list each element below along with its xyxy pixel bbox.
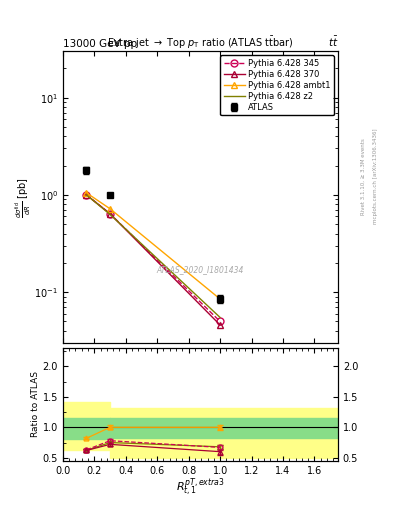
Pythia 6.428 345 <box>218 318 222 325</box>
Line: Pythia 6.428 z2: Pythia 6.428 z2 <box>86 195 220 317</box>
X-axis label: $R_{t,1}^{pT,extra3}$: $R_{t,1}^{pT,extra3}$ <box>176 477 225 499</box>
Pythia 6.428 370 <box>108 210 112 217</box>
Line: Pythia 6.428 345: Pythia 6.428 345 <box>83 191 224 325</box>
Pythia 6.428 z2 <box>108 211 112 218</box>
Text: Rivet 3.1.10, ≥ 3.3M events: Rivet 3.1.10, ≥ 3.3M events <box>361 138 366 215</box>
Pythia 6.428 370 <box>218 322 222 328</box>
Pythia 6.428 z2 <box>218 314 222 321</box>
Text: ATLAS_2020_I1801434: ATLAS_2020_I1801434 <box>157 266 244 274</box>
Pythia 6.428 345 <box>84 192 89 198</box>
Text: $t\bar{t}$: $t\bar{t}$ <box>327 34 338 49</box>
Pythia 6.428 345 <box>108 210 112 217</box>
Pythia 6.428 ambt1 <box>218 296 222 302</box>
Text: mcplots.cern.ch [arXiv:1306.3436]: mcplots.cern.ch [arXiv:1306.3436] <box>373 129 378 224</box>
Pythia 6.428 ambt1 <box>84 190 89 196</box>
Y-axis label: $\frac{d\sigma^{\rm fid}}{dR}$ [pb]: $\frac{d\sigma^{\rm fid}}{dR}$ [pb] <box>13 177 33 218</box>
Line: Pythia 6.428 ambt1: Pythia 6.428 ambt1 <box>83 189 224 303</box>
Text: 13000 GeV pp: 13000 GeV pp <box>63 38 137 49</box>
Pythia 6.428 370 <box>84 192 89 198</box>
Title: Extra jet $\rightarrow$ Top $p_{\rm T}$ ratio (ATLAS t$\bar{\rm t}$bar): Extra jet $\rightarrow$ Top $p_{\rm T}$ … <box>107 35 294 51</box>
Legend: Pythia 6.428 345, Pythia 6.428 370, Pythia 6.428 ambt1, Pythia 6.428 z2, ATLAS: Pythia 6.428 345, Pythia 6.428 370, Pyth… <box>220 55 334 115</box>
Y-axis label: Ratio to ATLAS: Ratio to ATLAS <box>31 372 40 437</box>
Pythia 6.428 z2 <box>84 192 89 198</box>
Line: Pythia 6.428 370: Pythia 6.428 370 <box>83 191 224 329</box>
Pythia 6.428 ambt1 <box>108 206 112 212</box>
